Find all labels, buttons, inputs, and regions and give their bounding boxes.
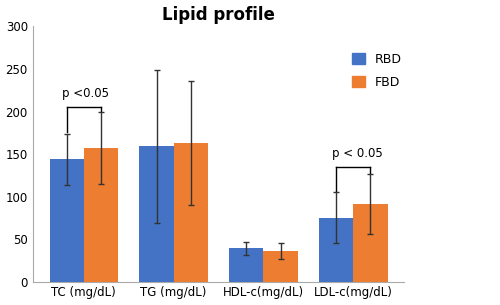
Title: Lipid profile: Lipid profile (162, 5, 275, 23)
Text: p <0.05: p <0.05 (62, 88, 109, 100)
Bar (140, 146, 173, 282)
Legend: RBD, FBD: RBD, FBD (352, 53, 402, 89)
Text: p < 0.05: p < 0.05 (332, 147, 382, 160)
Bar (319, 218, 354, 282)
Bar (230, 248, 264, 282)
Bar (354, 204, 388, 282)
Bar (174, 143, 208, 282)
Bar (264, 251, 298, 282)
Bar (50, 159, 84, 282)
Bar (84, 148, 118, 282)
